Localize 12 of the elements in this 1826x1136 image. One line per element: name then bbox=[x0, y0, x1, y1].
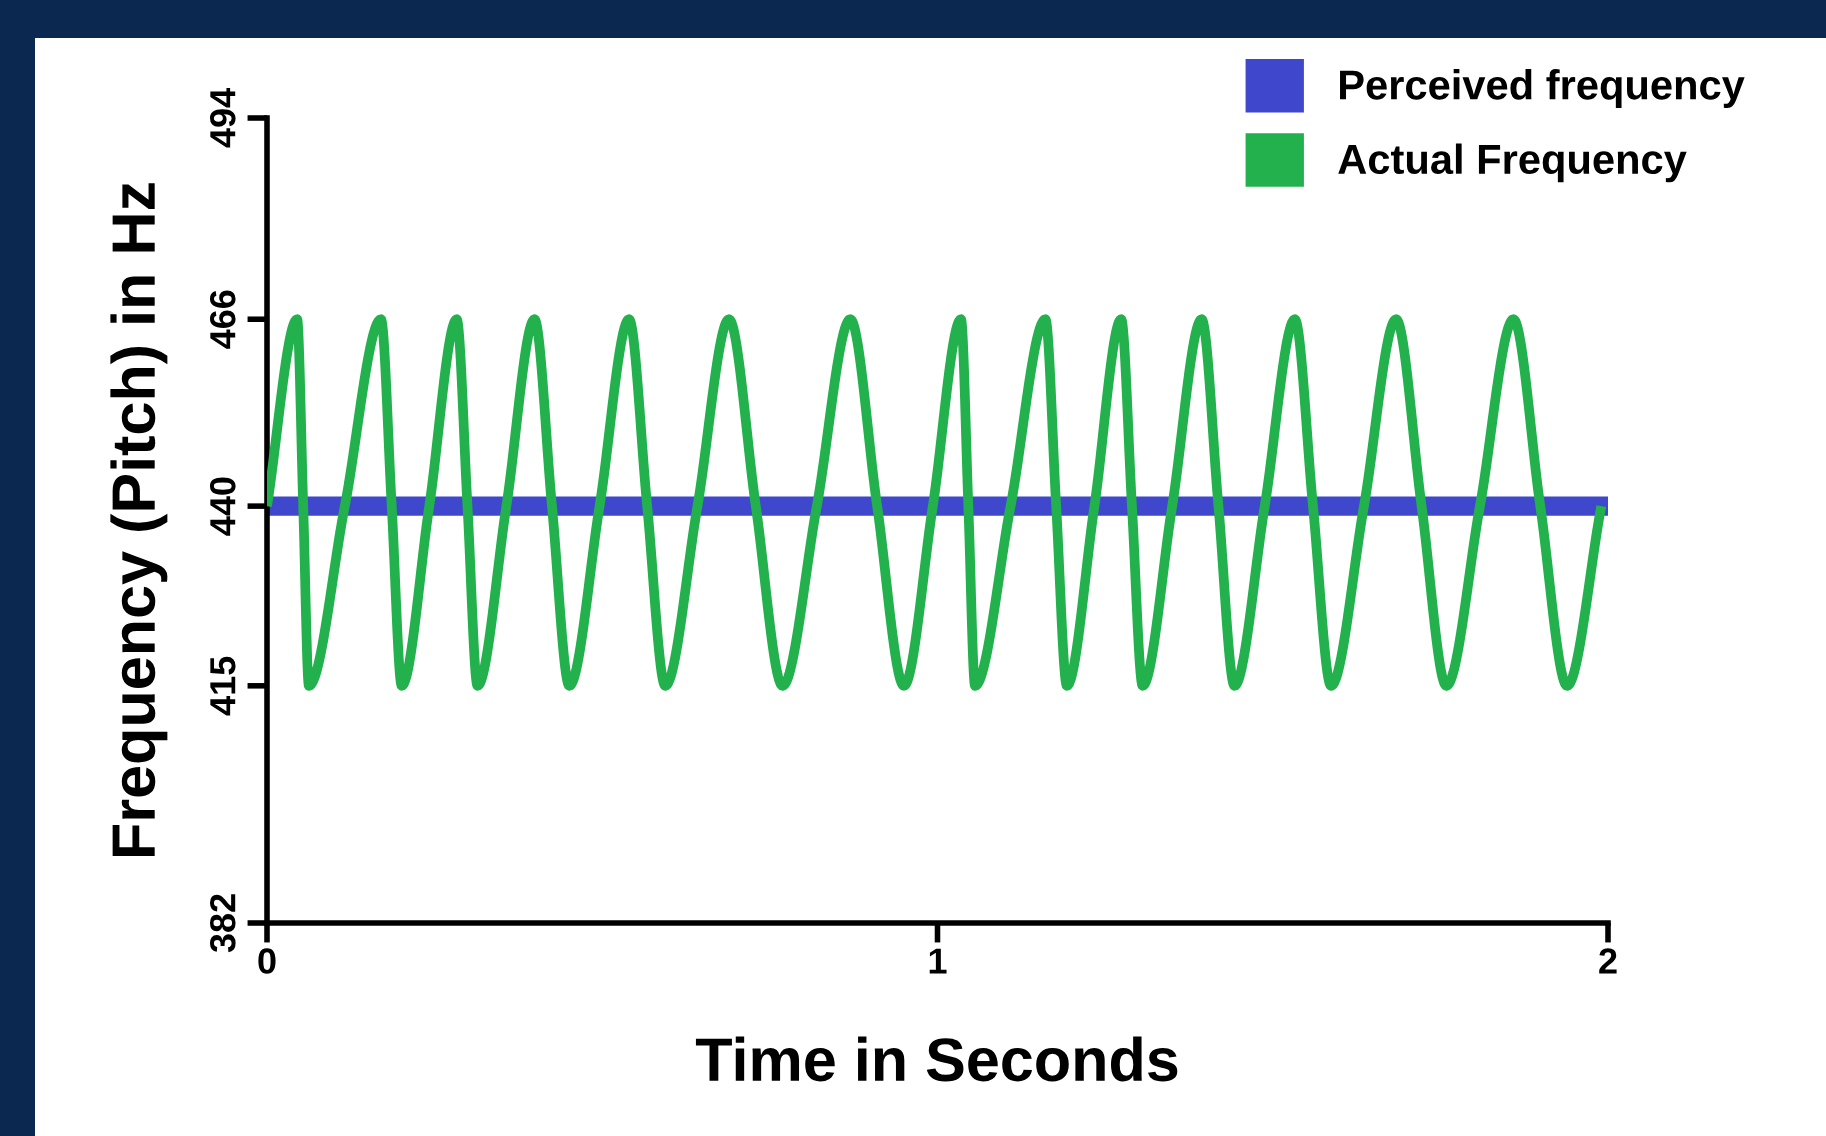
legend-label: Actual Frequency bbox=[1338, 143, 1687, 183]
x-tick-label: 2 bbox=[1599, 948, 1617, 974]
y-tick-label: 382 bbox=[209, 894, 236, 953]
y-axis-title: Frequency (Pitch) in Hz bbox=[110, 183, 168, 856]
y-tick-label: 415 bbox=[210, 656, 236, 716]
legend-label: Perceived frequency bbox=[1340, 69, 1745, 108]
x-tick-label: 1 bbox=[929, 948, 947, 974]
y-tick-label: 494 bbox=[209, 88, 236, 148]
x-tick-label: 0 bbox=[258, 948, 276, 974]
x-axis-title: Time in Seconds bbox=[695, 1036, 1178, 1082]
y-tick-label: 466 bbox=[209, 290, 236, 349]
y-tick-label: 440 bbox=[209, 477, 236, 536]
